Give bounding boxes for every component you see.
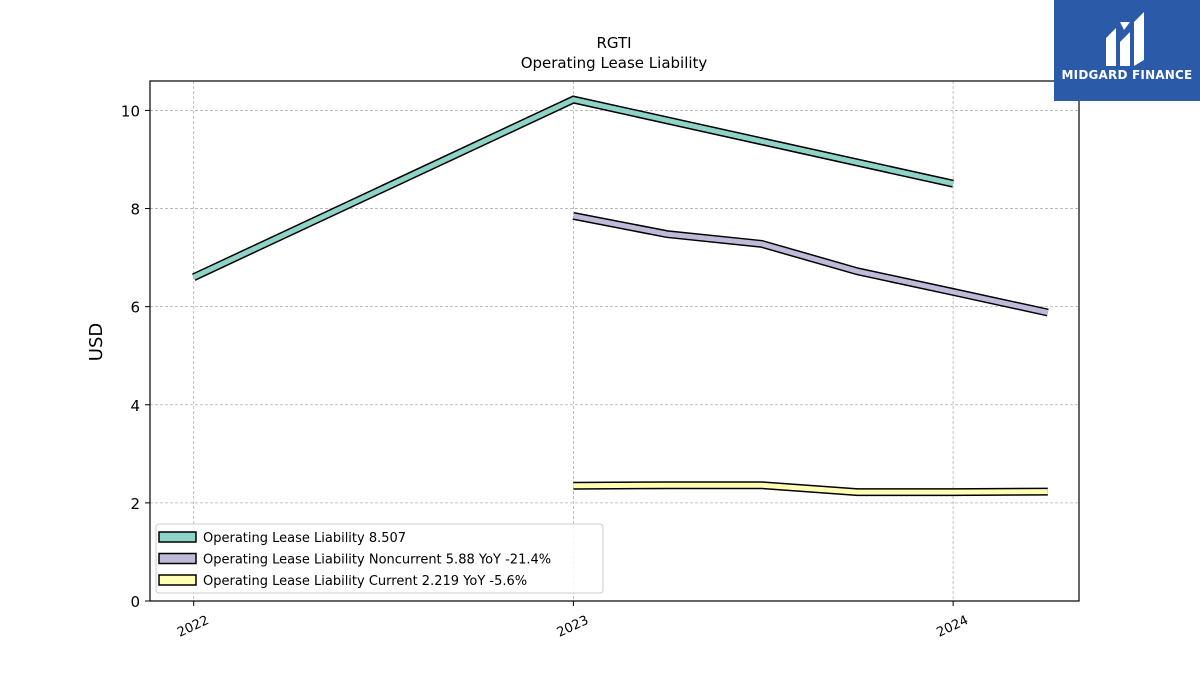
y-tick-label: 0: [130, 593, 140, 611]
grid: [150, 81, 1079, 602]
y-tick-label: 10: [121, 102, 140, 120]
x-tick-label: 2023: [555, 613, 591, 641]
y-tick-label: 6: [130, 299, 140, 317]
legend-swatch: [158, 531, 197, 543]
series-line: [192, 96, 954, 280]
series-line: [573, 482, 1048, 495]
logo-icon: [1106, 12, 1144, 66]
series-3: [573, 481, 1048, 497]
x-tick-label: 2024: [934, 613, 970, 641]
y-tick-label: 2: [130, 495, 140, 513]
legend: Operating Lease Liability 8.507 Operating…: [155, 523, 604, 594]
legend-entry: Operating Lease Liability 8.507: [158, 531, 406, 546]
y-tick-label: 4: [130, 397, 140, 415]
series-line: [572, 213, 1049, 315]
legend-swatch: [158, 552, 197, 565]
y-axis-label: USD: [86, 323, 107, 361]
plot-frame: [149, 80, 1080, 602]
x-tick-label: 2022: [175, 613, 211, 641]
series-layer: [192, 95, 1049, 497]
brand-logo: MIDGARD FINANCE: [1054, 0, 1200, 101]
series-1: [192, 95, 954, 281]
chart-title: RGTI: [596, 34, 631, 52]
legend-label: Operating Lease Liability 8.507: [203, 531, 406, 546]
legend-label: Operating Lease Liability Current 2.219 …: [203, 574, 527, 589]
legend-box: [155, 523, 604, 594]
legend-label: Operating Lease Liability Noncurrent 5.8…: [203, 553, 551, 568]
legend-entry: Operating Lease Liability Noncurrent 5.8…: [158, 552, 551, 568]
chart-subtitle: Operating Lease Liability: [521, 54, 708, 72]
logo-text: MIDGARD FINANCE: [1061, 68, 1193, 82]
legend-entry: Operating Lease Liability Current 2.219 …: [158, 574, 527, 589]
y-tick-label: 8: [130, 201, 140, 219]
series-2: [572, 211, 1049, 317]
legend-swatch: [158, 574, 197, 586]
